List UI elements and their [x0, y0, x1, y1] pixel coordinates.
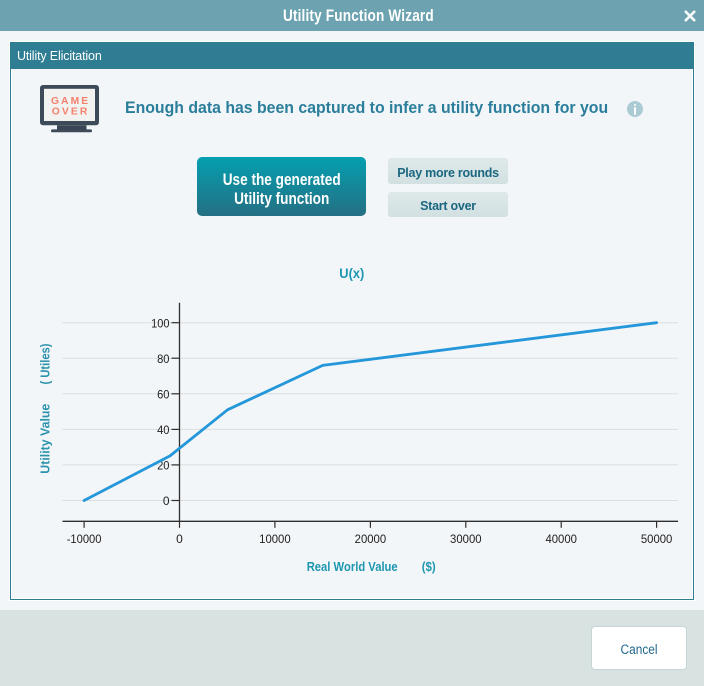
svg-text:0: 0	[163, 494, 170, 508]
svg-text:( Utiles): ( Utiles)	[37, 344, 52, 385]
svg-text:60: 60	[157, 388, 170, 402]
svg-text:30000: 30000	[450, 532, 482, 546]
svg-text:-10000: -10000	[67, 532, 102, 546]
svg-text:100: 100	[151, 316, 170, 330]
svg-text:Real World Value: Real World Value	[307, 559, 398, 574]
svg-text:80: 80	[157, 352, 170, 366]
svg-text:40000: 40000	[545, 532, 577, 546]
svg-text:10000: 10000	[259, 532, 291, 546]
svg-text:20000: 20000	[355, 532, 387, 546]
svg-text:U(x): U(x)	[339, 265, 364, 281]
svg-text:0: 0	[176, 532, 183, 546]
svg-text:40: 40	[157, 423, 170, 437]
svg-text:OVER: OVER	[52, 107, 90, 118]
svg-text:GAME: GAME	[51, 96, 90, 107]
svg-text:($): ($)	[422, 559, 436, 574]
svg-text:50000: 50000	[641, 532, 673, 546]
svg-text:Utility Value: Utility Value	[37, 404, 52, 474]
